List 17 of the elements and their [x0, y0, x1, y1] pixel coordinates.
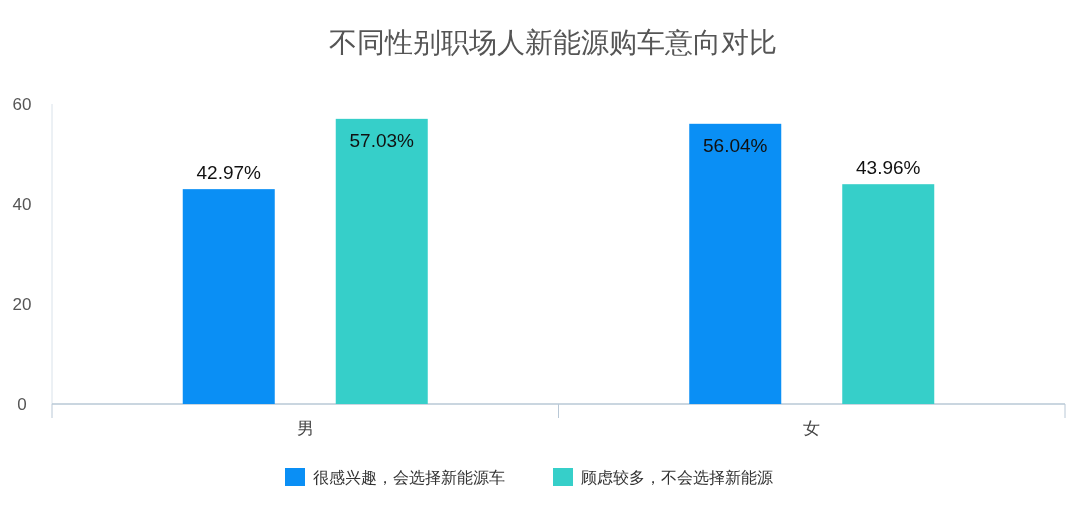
data-label: 42.97%	[196, 162, 262, 184]
x-tick-label: 女	[803, 419, 821, 438]
legend-label: 很感兴趣，会选择新能源车	[313, 469, 505, 486]
bar	[182, 189, 275, 404]
bar	[689, 123, 782, 404]
data-label: 43.96%	[856, 157, 921, 179]
chart-title: 不同性别职场人新能源购车意向对比	[329, 27, 777, 58]
x-tick-label: 男	[296, 419, 314, 438]
y-tick-label: 60	[12, 95, 32, 114]
data-label: 56.04%	[703, 134, 768, 156]
y-tick-label: 40	[12, 195, 32, 214]
bar	[335, 118, 428, 404]
data-label: 57.03%	[349, 129, 415, 151]
bar	[842, 184, 935, 404]
y-tick-label: 20	[12, 295, 32, 314]
legend-label: 顾虑较多，不会选择新能源	[581, 469, 773, 486]
y-tick-label: 0	[17, 395, 27, 414]
